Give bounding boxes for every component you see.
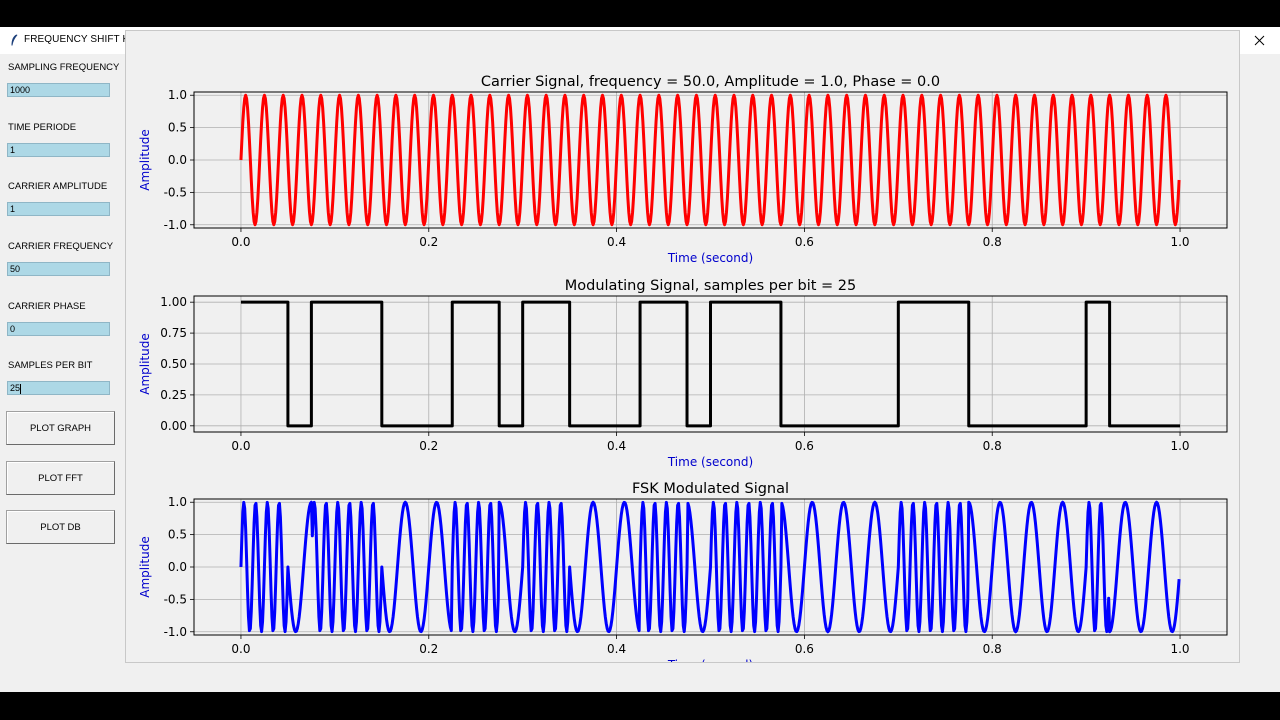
plot-graph-button[interactable]: PLOT GRAPH: [6, 411, 115, 445]
plot-canvas: 0.0 0.2 0.4 0.6 0.8 1.0 1.0 0.5 0.0 -0.5 -1.0 Carri…: [125, 30, 1240, 672]
carrier-axes-frame: [193, 91, 1228, 229]
carrier-phase-label: CARRIER PHASE: [8, 301, 86, 312]
carrier-y-tick-label: -0.5: [164, 185, 187, 199]
modulating-x-tick-label: 0.6: [795, 439, 814, 453]
carrier-frequency-label: CARRIER FREQUENCY: [8, 241, 114, 252]
fsk-y-tick-label: 0.0: [168, 560, 187, 574]
feather-icon: [11, 34, 18, 46]
samples-per-bit-input[interactable]: 25: [7, 381, 110, 395]
carrier-amplitude-label: CARRIER AMPLITUDE: [8, 181, 108, 192]
modulating-x-tick-label: 1.0: [1170, 439, 1189, 453]
modulating-chart-title: Modulating Signal, samples per bit = 25: [565, 278, 856, 294]
plot-fft-button[interactable]: PLOT FFT: [6, 461, 115, 495]
fsk-series-line: [239, 500, 1181, 634]
parameter-panel: SAMPLING FREQUENCY 1000 TIME PERIODE 1 C…: [0, 54, 124, 692]
carrier-y-tick-label: 0.0: [168, 153, 187, 167]
fsk-y-tick-label: -0.5: [164, 592, 187, 606]
modulating-series-line: [240, 300, 1181, 428]
samples-per-bit-value: 25: [10, 383, 21, 393]
modulating-x-tick-label: 0.8: [983, 439, 1002, 453]
modulating-y-tick-label: 0.25: [160, 388, 187, 402]
plot-db-button[interactable]: PLOT DB: [6, 510, 115, 544]
carrier-frequency-input[interactable]: 50: [7, 262, 110, 276]
fsk-x-tick-label: 0.0: [231, 642, 250, 656]
carrier-x-tick-label: 0.2: [419, 235, 438, 249]
samples-per-bit-label: SAMPLES PER BIT: [8, 360, 93, 371]
modulating-y-axis-label: Amplitude: [138, 333, 152, 395]
carrier-x-tick-label: 1.0: [1170, 235, 1189, 249]
fsk-x-tick-label: 1.0: [1170, 642, 1189, 656]
carrier-y-tick-label: 0.5: [168, 121, 187, 135]
modulating-x-tick-label: 0.4: [607, 439, 626, 453]
modulating-x-tick-label: 0.0: [231, 439, 250, 453]
modulating-y-tick-label: 0.50: [160, 357, 187, 371]
close-button[interactable]: [1239, 27, 1279, 54]
text-caret: [20, 383, 22, 394]
fsk-x-tick-label: 0.6: [795, 642, 814, 656]
carrier-y-tick-label: 1.0: [168, 88, 187, 102]
modulating-x-tick-label: 0.2: [419, 439, 438, 453]
fsk-axes-frame: [193, 498, 1228, 636]
sampling-frequency-label: SAMPLING FREQUENCY: [8, 62, 120, 73]
carrier-x-tick-label: 0.4: [607, 235, 626, 249]
carrier-series-line: [239, 93, 1181, 227]
carrier-x-tick-label: 0.0: [231, 235, 250, 249]
fsk-y-tick-label: 1.0: [168, 495, 187, 509]
fsk-y-axis-label: Amplitude: [138, 536, 152, 598]
time-periode-input[interactable]: 1: [7, 143, 110, 157]
carrier-x-tick-label: 0.6: [795, 235, 814, 249]
fsk-y-tick-label: -1.0: [164, 625, 187, 639]
sampling-frequency-input[interactable]: 1000: [7, 83, 110, 97]
modulating-y-tick-label: 0.75: [160, 326, 187, 340]
fsk-x-tick-label: 0.8: [983, 642, 1002, 656]
fsk-x-tick-label: 0.2: [419, 642, 438, 656]
fsk-y-tick-label: 0.5: [168, 528, 187, 542]
fsk-x-axis-label: Time (second): [667, 658, 753, 662]
carrier-x-axis-label: Time (second): [667, 251, 753, 265]
carrier-frequency-value: 50: [10, 264, 21, 274]
time-periode-value: 1: [10, 145, 16, 155]
carrier-phase-input[interactable]: 0: [7, 322, 110, 336]
carrier-y-tick-label: -1.0: [164, 218, 187, 232]
close-icon: [1254, 35, 1264, 46]
carrier-x-tick-label: 0.8: [983, 235, 1002, 249]
fsk-x-tick-label: 0.4: [607, 642, 626, 656]
modulating-y-tick-label: 1.00: [160, 295, 187, 309]
carrier-amplitude-value: 1: [10, 204, 16, 214]
plots-figure: 0.0 0.2 0.4 0.6 0.8 1.0 1.0 0.5 0.0 -0.5 -1.0 Carri…: [138, 74, 1228, 672]
carrier-amplitude-input[interactable]: 1: [7, 202, 110, 216]
modulating-axes-frame: [193, 295, 1228, 433]
sampling-frequency-value: 1000: [10, 85, 31, 95]
carrier-chart-title: Carrier Signal, frequency = 50.0, Amplit…: [481, 74, 940, 90]
modulating-y-tick-label: 0.00: [160, 419, 187, 433]
modulating-x-axis-label: Time (second): [667, 455, 753, 469]
carrier-phase-value: 0: [10, 324, 16, 334]
carrier-y-axis-label: Amplitude: [138, 129, 152, 191]
time-periode-label: TIME PERIODE: [8, 122, 77, 133]
fsk-chart-title: FSK Modulated Signal: [632, 481, 789, 497]
